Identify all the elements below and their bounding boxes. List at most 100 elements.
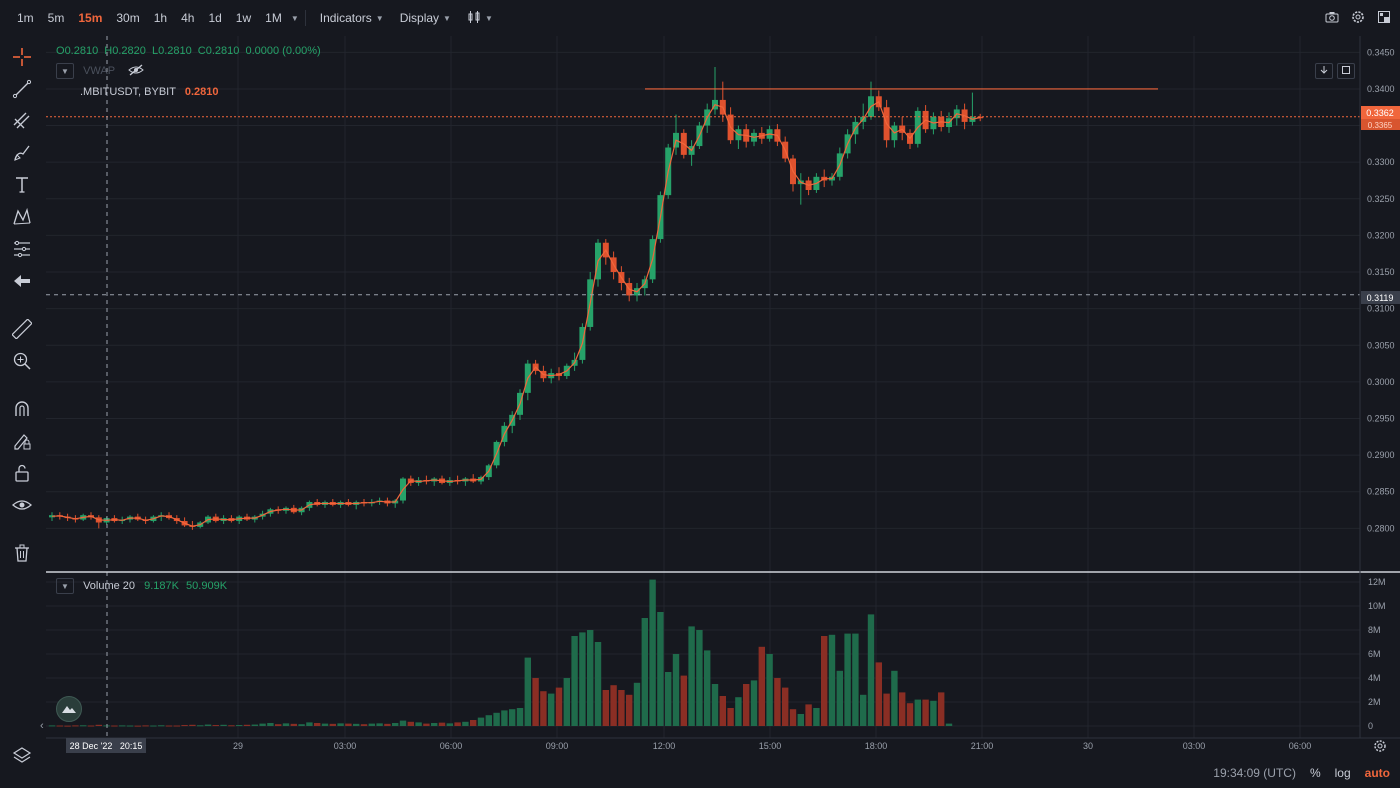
status-bar: 19:34:09 (UTC) % log auto (1213, 766, 1390, 780)
volume-bar (641, 618, 648, 726)
timeframe-1m[interactable]: 1m (17, 11, 34, 25)
pane-maximize-button[interactable] (1337, 63, 1355, 79)
volume-bar (711, 684, 719, 726)
volume-bar (438, 722, 446, 726)
chevron-down-icon: ▼ (61, 66, 69, 76)
ruler-icon[interactable] (11, 318, 33, 340)
timeframe-1h[interactable]: 1h (153, 11, 168, 25)
volume-bar (165, 725, 173, 727)
eye-off-icon[interactable] (128, 64, 144, 79)
scroll-left-icon[interactable]: ‹ (40, 720, 44, 732)
maximize-icon (1341, 64, 1351, 78)
axis-settings-gear-icon[interactable] (1372, 738, 1388, 754)
percent-scale-toggle[interactable]: % (1309, 766, 1321, 780)
indicators-menu[interactable]: Indicators ▼ (312, 11, 392, 25)
text-tool-icon[interactable] (11, 174, 33, 196)
volume-bar (158, 725, 165, 727)
volume-bar (353, 723, 360, 726)
volume-bar (750, 680, 758, 726)
crosshair-price-tag-text: 0.3119 (1367, 293, 1394, 303)
price-tick: 0.2900 (1367, 450, 1395, 460)
trash-icon[interactable] (11, 542, 33, 564)
time-tick: 12:00 (653, 741, 676, 751)
open-value: 0.2810 (64, 45, 99, 57)
trendline-tool-icon[interactable] (11, 78, 33, 100)
drawing-toolbar (0, 36, 44, 788)
time-tick: 18:00 (865, 741, 888, 751)
volume-bar (431, 723, 438, 726)
lock-icon[interactable] (11, 462, 33, 484)
brush-tool-icon[interactable] (11, 142, 33, 164)
change-value: 0.0000 (0.00%) (245, 45, 321, 57)
display-menu[interactable]: Display ▼ (392, 11, 459, 25)
auto-scale-toggle[interactable]: auto (1364, 766, 1390, 780)
volume-bar (696, 630, 703, 726)
volume-bar (64, 725, 71, 727)
volume-collapse-button[interactable]: ▼ (56, 578, 74, 594)
volume-bar (181, 725, 188, 727)
volume-bar (516, 708, 524, 726)
timeframe-1d[interactable]: 1d (208, 11, 222, 25)
volume-bar (298, 724, 305, 726)
volume-bar (384, 723, 391, 726)
chart-type-menu[interactable]: ▼ (459, 10, 501, 27)
volume-bar (930, 700, 937, 726)
volume-bar (727, 708, 734, 726)
volume-bar (626, 694, 633, 726)
volume-bar (493, 712, 500, 726)
timeframe-15m[interactable]: 15m (78, 11, 103, 25)
volume-bar (228, 725, 235, 727)
symbol-name: .MBITUSDT, BYBIT (80, 86, 176, 98)
fullscreen-icon[interactable] (1376, 9, 1392, 25)
arrow-down-icon (1319, 64, 1329, 78)
low-label: L (151, 45, 159, 57)
volume-bar (758, 646, 765, 726)
time-tick: 30 (1083, 741, 1093, 751)
volume-bar (789, 709, 797, 726)
log-scale-toggle[interactable]: log (1334, 766, 1351, 780)
volume-bar (220, 724, 227, 726)
divider (304, 10, 306, 26)
vwap-collapse-button[interactable]: ▼ (56, 63, 74, 79)
volume-tick: 10M (1368, 601, 1386, 611)
volume-bar (610, 685, 617, 726)
volume-bar (126, 725, 134, 727)
pane-down-button[interactable] (1315, 63, 1333, 79)
zoom-in-icon[interactable] (11, 350, 33, 372)
pitchfork-tool-icon[interactable] (11, 110, 33, 132)
volume-bar (602, 690, 609, 726)
chevron-down-icon: ▼ (61, 581, 69, 591)
timeframe-1w[interactable]: 1w (235, 11, 252, 25)
eye-icon[interactable] (11, 494, 33, 516)
volume-bars (48, 579, 953, 727)
gear-icon[interactable] (1350, 9, 1366, 25)
timeframe-1M[interactable]: 1M (265, 11, 282, 25)
crosshair-tool-icon[interactable] (11, 46, 33, 68)
timeframe-30m[interactable]: 30m (116, 11, 140, 25)
utc-clock: 19:34:09 (UTC) (1213, 766, 1296, 780)
lock-drawing-icon[interactable] (11, 430, 33, 452)
timeframe-dropdown-icon[interactable]: ▼ (290, 13, 299, 23)
volume-bar (48, 725, 56, 727)
last-price-sub-tag (1361, 119, 1400, 130)
price-tick: 0.3000 (1367, 377, 1395, 387)
volume-bar (56, 725, 63, 727)
measure-tool-icon[interactable] (11, 238, 33, 260)
volume-bar (368, 723, 375, 726)
timeframe-4h[interactable]: 4h (181, 11, 195, 25)
volume-tick: 8M (1368, 625, 1381, 635)
magnet-icon[interactable] (11, 398, 33, 420)
pattern-tool-icon[interactable] (11, 206, 33, 228)
timeframe-5m[interactable]: 5m (47, 11, 65, 25)
volume-bar (399, 720, 407, 726)
volume-bar (680, 675, 687, 726)
arrow-left-icon[interactable] (11, 270, 33, 292)
volume-bar (524, 657, 531, 726)
layers-icon[interactable] (11, 744, 33, 766)
camera-icon[interactable] (1324, 9, 1340, 25)
volume-bar (212, 725, 219, 727)
volume-bar (548, 693, 555, 726)
volume-bar (828, 634, 836, 726)
volume-bar (688, 626, 695, 726)
